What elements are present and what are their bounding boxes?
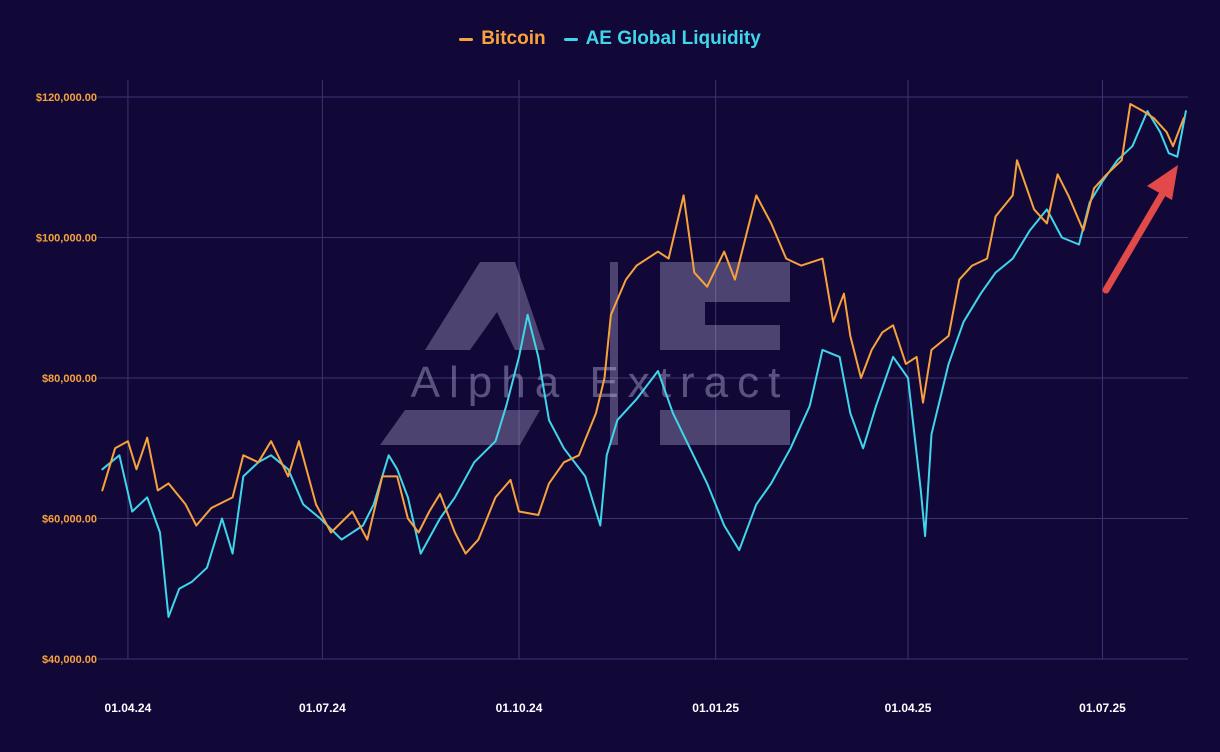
x-tick-label: 01.04.24 — [105, 701, 152, 715]
axes: $40,000.00 $60,000.00 $80,000.00 $100,000.0… — [36, 92, 1126, 715]
series-line-liquidity — [101, 110, 1187, 618]
x-tick-label: 01.07.25 — [1079, 701, 1126, 715]
legend-label-bitcoin: Bitcoin — [481, 28, 546, 49]
legend-swatch-bitcoin — [459, 37, 474, 41]
x-tick-label: 01.01.25 — [692, 701, 739, 715]
y-tick-label: $40,000.00 — [42, 654, 97, 666]
x-tick-label: 01.04.25 — [885, 701, 932, 715]
x-tick-label: 01.07.24 — [299, 701, 346, 715]
series — [101, 103, 1187, 618]
y-tick-label: $120,000.00 — [36, 92, 97, 104]
grid — [98, 80, 1188, 660]
legend-item-bitcoin[interactable]: Bitcoin — [459, 28, 546, 50]
legend-item-liquidity[interactable]: AE Global Liquidity — [563, 28, 761, 50]
annotation — [1102, 165, 1178, 294]
y-tick-label: $80,000.00 — [42, 373, 97, 385]
y-tick-label: $100,000.00 — [36, 233, 97, 245]
watermark-logo — [380, 262, 790, 445]
y-tick-label: $60,000.00 — [42, 514, 97, 526]
watermark: Alpha Extract — [380, 262, 790, 445]
arrow-annotation-head — [1147, 165, 1178, 200]
series-line-bitcoin — [101, 103, 1185, 555]
arrow-annotation-shaft — [1102, 189, 1167, 294]
legend: Bitcoin AE Global Liquidity — [0, 28, 1220, 50]
legend-swatch-liquidity — [563, 37, 578, 41]
watermark-text: Alpha Extract — [411, 358, 790, 407]
legend-label-liquidity: AE Global Liquidity — [585, 28, 761, 49]
x-tick-label: 01.10.24 — [496, 701, 543, 715]
